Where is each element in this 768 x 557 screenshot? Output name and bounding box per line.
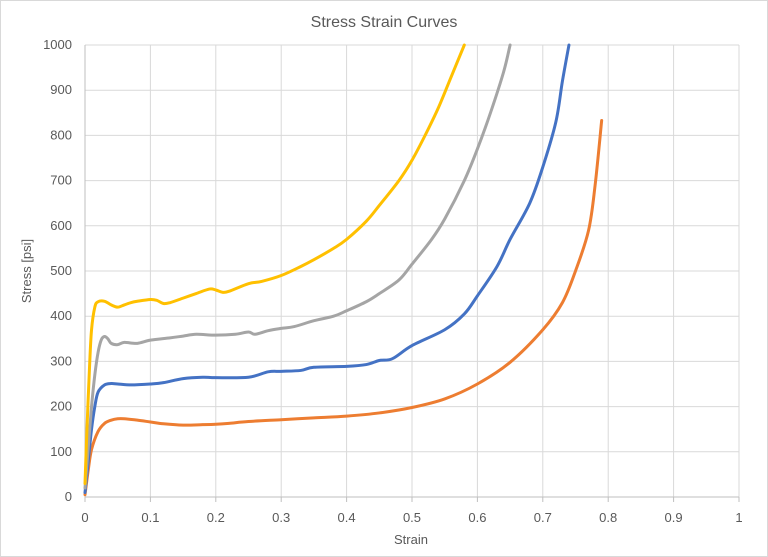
y-tick-label: 800 [50, 127, 72, 142]
series-line-4 [83, 43, 466, 485]
x-tick-label: 0.8 [599, 510, 617, 525]
x-tick-label: 0 [81, 510, 88, 525]
series-line-3 [83, 43, 512, 490]
y-tick-label: 400 [50, 308, 72, 323]
y-tick-label: 600 [50, 218, 72, 233]
y-tick-label: 700 [50, 173, 72, 188]
x-tick-label: 0.6 [468, 510, 486, 525]
x-tick-label: 0.5 [403, 510, 421, 525]
x-tick-label: 0.3 [272, 510, 290, 525]
y-tick-label: 100 [50, 444, 72, 459]
y-tick-label: 1000 [43, 37, 72, 52]
y-tick-label: 900 [50, 82, 72, 97]
x-axis-title: Strain [394, 532, 428, 547]
x-tick-label: 1 [735, 510, 742, 525]
series-lines [83, 43, 604, 497]
y-tick-label: 0 [65, 489, 72, 504]
x-tick-label: 0.2 [207, 510, 225, 525]
tick-labels: 0 100 200 300 400 500 600 700 800 900 1000 0 0.1 0.2 0… [43, 37, 743, 525]
x-tick-label: 0.4 [338, 510, 356, 525]
axes [84, 45, 740, 502]
chart-title: Stress Strain Curves [311, 14, 458, 31]
grid [85, 44, 740, 497]
y-axis-title: Stress [psi] [19, 239, 34, 303]
x-tick-label: 0.1 [141, 510, 159, 525]
y-tick-label: 500 [50, 263, 72, 278]
y-tick-label: 200 [50, 399, 72, 414]
x-tick-label: 0.7 [534, 510, 552, 525]
y-tick-label: 300 [50, 353, 72, 368]
x-tick-label: 0.9 [665, 510, 683, 525]
series-line-2 [83, 43, 571, 494]
series-line-1 [83, 118, 604, 497]
